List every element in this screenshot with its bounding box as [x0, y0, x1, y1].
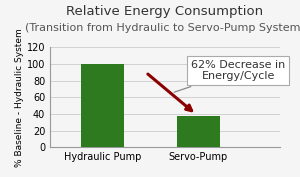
Bar [81, 64, 124, 147]
Y-axis label: % Baseline - Hydraulic System: % Baseline - Hydraulic System [15, 28, 24, 167]
Text: 62% Decrease in
Energy/Cycle: 62% Decrease in Energy/Cycle [174, 60, 286, 92]
Text: Relative Energy Consumption: Relative Energy Consumption [66, 5, 264, 18]
Bar [177, 116, 220, 147]
Text: (Transition from Hydraulic to Servo-Pump System): (Transition from Hydraulic to Servo-Pump… [25, 23, 300, 33]
